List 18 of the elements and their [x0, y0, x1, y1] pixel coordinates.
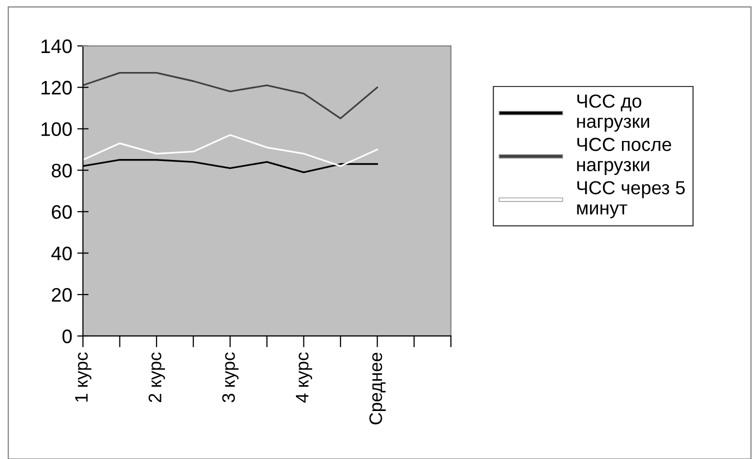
legend-label: ЧСС после нагрузки [577, 138, 672, 175]
y-tick-label: 40 [51, 246, 72, 260]
x-tick-label: 3 курс [222, 352, 239, 402]
legend-label: ЧСС до нагрузки [577, 94, 650, 132]
x-tick-label: Среднее [369, 352, 386, 424]
y-tick-label: 0 [62, 329, 72, 344]
legend-label: ЧСС через 5 минут [577, 181, 685, 218]
y-tick-label: 60 [52, 205, 72, 219]
y-tick-label: 80 [52, 164, 72, 178]
y-tick-label: 100 [42, 122, 72, 136]
y-tick-label: 20 [52, 288, 72, 302]
y-tick-label: 140 [42, 39, 72, 54]
x-tick-label: 2 курс [148, 352, 165, 402]
x-tick-label: 1 курс [75, 352, 92, 402]
y-tick-label: 120 [42, 80, 72, 95]
line-series [82, 134, 378, 167]
x-tick-label: 4 курс [296, 352, 312, 403]
line-series [82, 72, 378, 120]
